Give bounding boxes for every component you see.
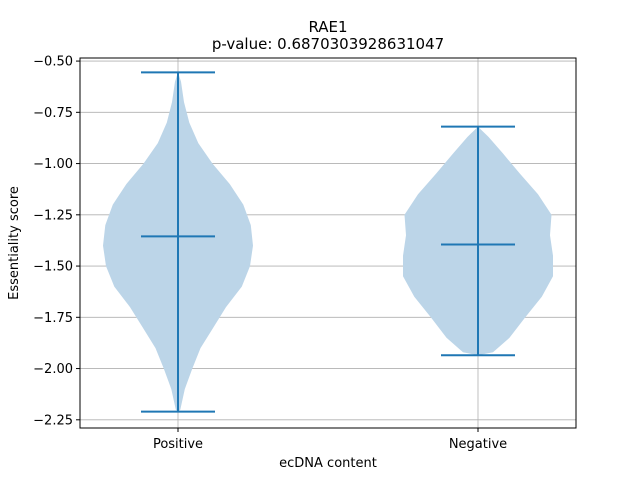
y-tick-label: −2.25 (33, 413, 73, 428)
y-tick-label: −2.00 (33, 362, 73, 377)
plot-area: −2.25 −2.00 −1.75 −1.50 −1.25 −1.00 −0.75 −0.50… (33, 55, 577, 452)
y-tick-label: −0.50 (33, 55, 73, 70)
x-axis-label: ecDNA content (279, 456, 377, 471)
y-tick-label: −1.00 (33, 157, 73, 172)
plot-frame (79, 57, 577, 429)
y-tick-label: −1.25 (33, 208, 73, 223)
x-tick-label: Positive (153, 437, 203, 452)
y-axis-label: Essentiality score (7, 186, 22, 300)
x-tick-label: Negative (449, 437, 507, 452)
chart-subtitle: p-value: 0.6870303928631047 (212, 35, 444, 53)
y-tick-label: −1.75 (33, 311, 73, 326)
y-tick-label: −0.75 (33, 106, 73, 121)
chart-title: RAE1 (308, 18, 347, 36)
y-tick-label: −1.50 (33, 260, 73, 275)
